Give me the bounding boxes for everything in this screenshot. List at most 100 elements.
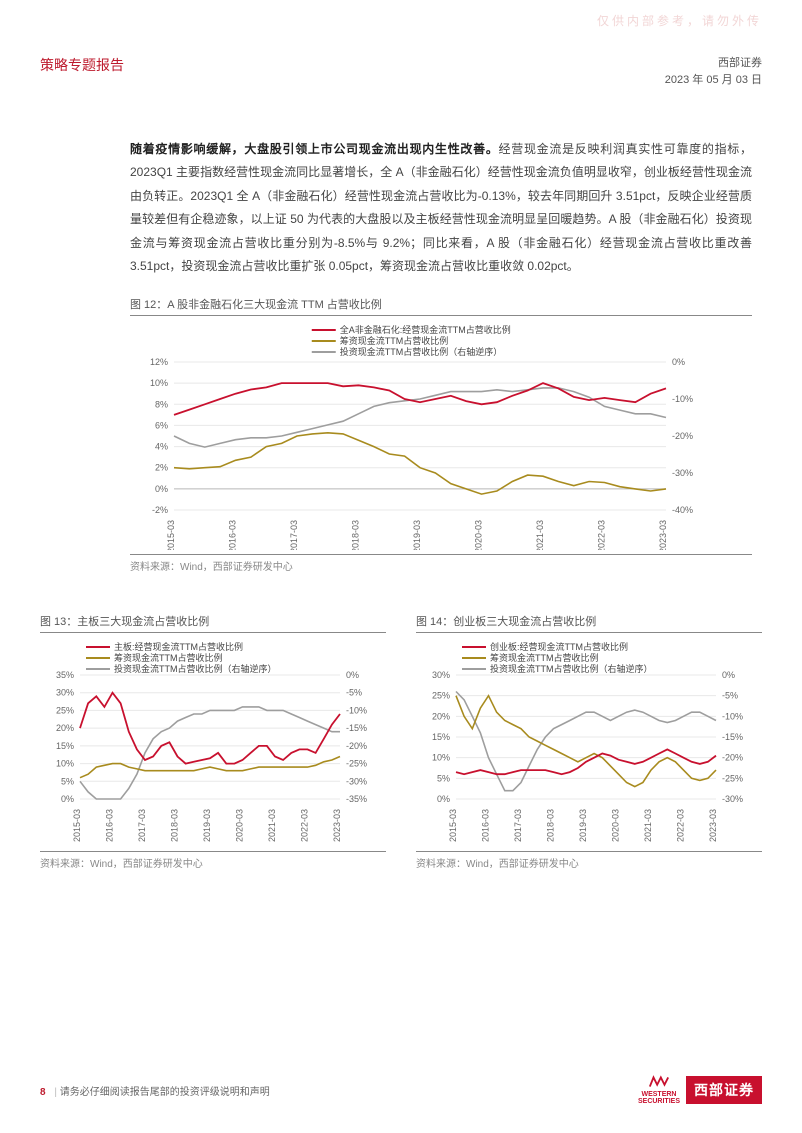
logo-sub: SECURITIES xyxy=(638,1098,680,1105)
svg-text:-40%: -40% xyxy=(672,505,693,515)
svg-text:5%: 5% xyxy=(61,777,74,787)
logo-emblem: WESTERN SECURITIES xyxy=(638,1075,680,1105)
svg-text:2017-03: 2017-03 xyxy=(137,809,147,842)
svg-text:筹资现金流TTM占营收比例: 筹资现金流TTM占营收比例 xyxy=(340,335,449,346)
svg-text:10%: 10% xyxy=(56,759,74,769)
svg-text:2023-03: 2023-03 xyxy=(332,809,342,842)
svg-text:2022-03: 2022-03 xyxy=(300,809,310,842)
svg-text:2021-03: 2021-03 xyxy=(535,520,545,550)
svg-text:2017-03: 2017-03 xyxy=(513,809,523,842)
svg-text:2017-03: 2017-03 xyxy=(289,520,299,550)
fig14-column: 图 14：创业板三大现金流占营收比例 0%5%10%15%20%25%30%0%… xyxy=(416,595,762,870)
svg-text:-30%: -30% xyxy=(672,468,693,478)
svg-text:20%: 20% xyxy=(432,712,450,722)
svg-text:2015-03: 2015-03 xyxy=(448,809,458,842)
svg-text:-15%: -15% xyxy=(346,723,367,733)
svg-text:10%: 10% xyxy=(150,378,168,388)
svg-text:2021-03: 2021-03 xyxy=(643,809,653,842)
fig13-chart: 0% 5% 10% 15% 20% 25% 30% 35% 0% -5% -10% -15% -20% -… xyxy=(40,637,386,847)
svg-text:-5%: -5% xyxy=(346,688,362,698)
svg-text:全A非金融石化:经营现金流TTM占营收比例: 全A非金融石化:经营现金流TTM占营收比例 xyxy=(340,324,511,335)
svg-text:-30%: -30% xyxy=(346,777,367,787)
svg-text:12%: 12% xyxy=(150,357,168,367)
svg-text:2023-03: 2023-03 xyxy=(658,520,668,550)
svg-text:创业板:经营现金流TTM占营收比例: 创业板:经营现金流TTM占营收比例 xyxy=(490,641,628,652)
svg-text:2019-03: 2019-03 xyxy=(412,520,422,550)
header-meta: 西部证券 2023 年 05 月 03 日 xyxy=(665,55,762,88)
svg-text:-30%: -30% xyxy=(722,794,743,804)
svg-text:-20%: -20% xyxy=(722,753,743,763)
svg-text:2018-03: 2018-03 xyxy=(170,809,180,842)
svg-text:2018-03: 2018-03 xyxy=(351,520,361,550)
svg-text:-10%: -10% xyxy=(672,394,693,404)
svg-text:2016-03: 2016-03 xyxy=(481,809,491,842)
svg-text:2020-03: 2020-03 xyxy=(474,520,484,550)
svg-text:2%: 2% xyxy=(155,463,168,473)
svg-text:35%: 35% xyxy=(56,670,74,680)
header-title: 策略专题报告 xyxy=(40,55,124,75)
svg-text:30%: 30% xyxy=(56,688,74,698)
svg-text:-25%: -25% xyxy=(722,774,743,784)
svg-text:2018-03: 2018-03 xyxy=(546,809,556,842)
fig14-source: 资料来源：Wind，西部证券研发中心 xyxy=(416,851,762,870)
svg-text:-10%: -10% xyxy=(346,706,367,716)
svg-text:2015-03: 2015-03 xyxy=(72,809,82,842)
body-lead-bold: 随着疫情影响缓解，大盘股引领上市公司现金流出现内生性改善。 xyxy=(130,142,499,156)
svg-text:25%: 25% xyxy=(56,706,74,716)
fig12-caption: 图 12：A 股非金融石化三大现金流 TTM 占营收比例 xyxy=(130,296,752,316)
svg-text:2019-03: 2019-03 xyxy=(578,809,588,842)
page-number: 8 xyxy=(40,1087,46,1098)
fig12-source: 资料来源：Wind，西部证券研发中心 xyxy=(130,554,752,573)
svg-text:8%: 8% xyxy=(155,400,168,410)
svg-text:-5%: -5% xyxy=(722,691,738,701)
svg-text:15%: 15% xyxy=(56,741,74,751)
svg-text:2016-03: 2016-03 xyxy=(228,520,238,550)
svg-text:0%: 0% xyxy=(722,670,735,680)
fig13-column: 图 13：主板三大现金流占营收比例 0%5%10%15%20%25%30%35%… xyxy=(40,595,386,870)
svg-text:6%: 6% xyxy=(155,421,168,431)
svg-text:-10%: -10% xyxy=(722,712,743,722)
svg-text:2022-03: 2022-03 xyxy=(597,520,607,550)
brand-logo: WESTERN SECURITIES 西部证券 xyxy=(638,1075,762,1105)
svg-text:30%: 30% xyxy=(432,670,450,680)
fig14-caption: 图 14：创业板三大现金流占营收比例 xyxy=(416,613,762,633)
svg-text:-20%: -20% xyxy=(672,431,693,441)
logo-en: WESTERN xyxy=(641,1091,676,1098)
svg-text:2019-03: 2019-03 xyxy=(202,809,212,842)
svg-text:投资现金流TTM占营收比例（右轴逆序）: 投资现金流TTM占营收比例（右轴逆序） xyxy=(490,663,653,674)
svg-text:20%: 20% xyxy=(56,723,74,733)
body-rest: 经营现金流是反映利润真实性可靠度的指标，2023Q1 主要指数经营性现金流同比显… xyxy=(130,142,752,273)
svg-text:4%: 4% xyxy=(155,442,168,452)
svg-text:5%: 5% xyxy=(437,774,450,784)
svg-text:主板:经营现金流TTM占营收比例: 主板:经营现金流TTM占营收比例 xyxy=(114,641,243,652)
svg-text:-20%: -20% xyxy=(346,741,367,751)
fig13-source: 资料来源：Wind，西部证券研发中心 xyxy=(40,851,386,870)
svg-text:10%: 10% xyxy=(432,753,450,763)
svg-text:投资现金流TTM占营收比例（右轴逆序）: 投资现金流TTM占营收比例（右轴逆序） xyxy=(340,346,503,357)
body-paragraph: 随着疫情影响缓解，大盘股引领上市公司现金流出现内生性改善。经营现金流是反映利润真… xyxy=(130,138,752,278)
svg-text:2020-03: 2020-03 xyxy=(235,809,245,842)
fig12-chart: -2% 0% 2% 4% 6% 8% 10% 12% 0% -10% -20% -30% -40% 201… xyxy=(130,320,752,550)
svg-text:0%: 0% xyxy=(61,794,74,804)
watermark: 仅供内部参考，请勿外传 xyxy=(597,12,762,29)
footer-disclaimer: 请务必仔细阅读报告尾部的投资评级说明和声明 xyxy=(60,1087,270,1098)
header-company: 西部证券 xyxy=(665,55,762,72)
fig14-chart: 0%5%10%15%20%25%30%0%-5%-10%-15%-20%-25%… xyxy=(416,637,762,847)
header-date: 2023 年 05 月 03 日 xyxy=(665,72,762,89)
svg-text:0%: 0% xyxy=(346,670,359,680)
svg-text:-2%: -2% xyxy=(152,505,168,515)
svg-text:2015-03: 2015-03 xyxy=(166,520,176,550)
svg-text:-35%: -35% xyxy=(346,794,367,804)
svg-text:2021-03: 2021-03 xyxy=(267,809,277,842)
svg-text:筹资现金流TTM占营收比例: 筹资现金流TTM占营收比例 xyxy=(490,652,599,663)
svg-text:-15%: -15% xyxy=(722,732,743,742)
svg-text:0%: 0% xyxy=(155,484,168,494)
page-footer: 8 | 请务必仔细阅读报告尾部的投资评级说明和声明 WESTERN SECURI… xyxy=(40,1075,762,1105)
svg-text:25%: 25% xyxy=(432,691,450,701)
svg-text:投资现金流TTM占营收比例（右轴逆序）: 投资现金流TTM占营收比例（右轴逆序） xyxy=(114,663,277,674)
svg-text:0%: 0% xyxy=(672,357,685,367)
svg-text:-25%: -25% xyxy=(346,759,367,769)
logo-cn: 西部证券 xyxy=(686,1076,762,1104)
svg-text:15%: 15% xyxy=(432,732,450,742)
svg-text:2016-03: 2016-03 xyxy=(105,809,115,842)
